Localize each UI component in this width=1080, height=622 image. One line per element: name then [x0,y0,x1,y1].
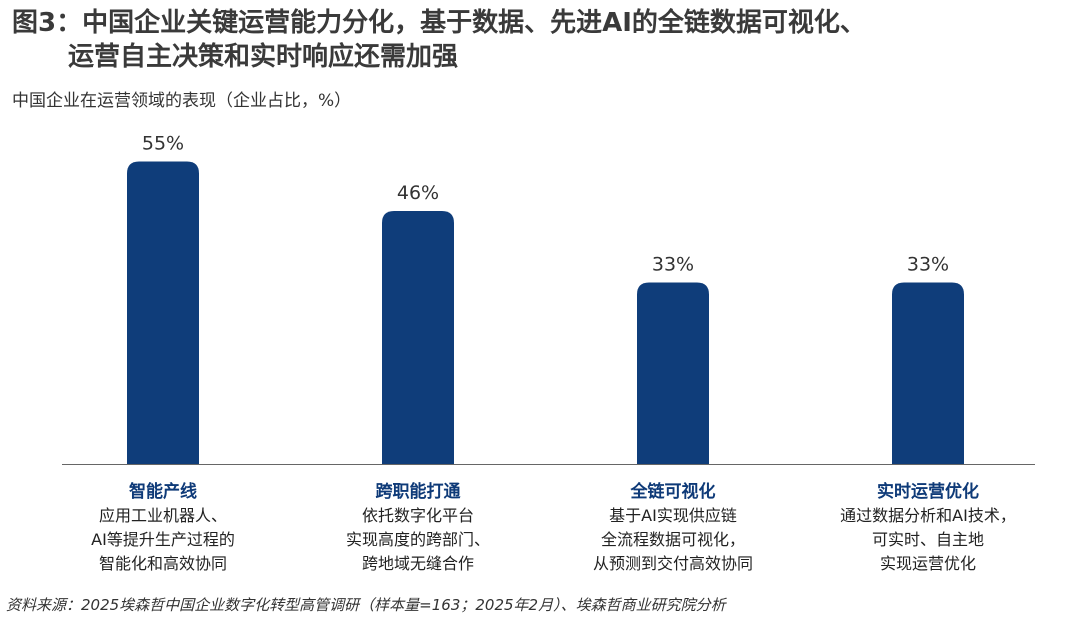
category-description-line: 智能化和高效协同 [98,554,227,573]
bar-1 [127,161,199,464]
category-block-3: 全链可视化 基于AI实现供应链 全流程数据可视化， 从预测到交付高效协同 [548,480,798,576]
bar-4 [892,282,964,464]
category-title: 全链可视化 [630,482,716,502]
chart-title-line1: 图3：中国企业关键运营能力分化，基于数据、先进AI的全链数据可视化、 [12,8,866,38]
category-description: 基于AI实现供应链 全流程数据可视化， 从预测到交付高效协同 [548,504,798,576]
value-label-1: 55% [142,133,184,155]
category-description-line: 跨地域无缝合作 [361,554,474,573]
category-description-line: 从预测到交付高效协同 [592,554,753,573]
category-description-line: 通过数据分析和AI技术， [840,506,1016,525]
category-description: 通过数据分析和AI技术， 可实时、自主地 实现运营优化 [803,504,1053,576]
chart-title: 图3：中国企业关键运营能力分化，基于数据、先进AI的全链数据可视化、 运营自主决… [12,6,866,74]
category-description-line: 全流程数据可视化， [600,530,745,549]
category-title: 实时运营优化 [877,482,979,502]
value-label-2: 46% [397,182,439,204]
value-label-3: 33% [652,254,694,276]
category-description-line: 实现高度的跨部门、 [345,530,490,549]
value-label-4: 33% [907,254,949,276]
category-block-2: 跨职能打通 依托数字化平台 实现高度的跨部门、 跨地域无缝合作 [293,480,543,576]
category-title: 跨职能打通 [375,482,461,502]
category-description: 依托数字化平台 实现高度的跨部门、 跨地域无缝合作 [293,504,543,576]
category-description-line: AI等提升生产过程的 [91,530,235,549]
bar-2 [382,211,454,464]
category-title: 智能产线 [129,482,197,502]
bar-3 [637,282,709,464]
category-description-line: 实现运营优化 [879,554,976,573]
category-description-line: 基于AI实现供应链 [609,506,737,525]
category-description: 应用工业机器人、 AI等提升生产过程的 智能化和高效协同 [38,504,288,576]
category-description-line: 依托数字化平台 [361,506,474,525]
chart-title-line2: 运营自主决策和实时响应还需加强 [68,42,459,72]
category-block-4: 实时运营优化 通过数据分析和AI技术， 可实时、自主地 实现运营优化 [803,480,1053,576]
source-note: 资料来源：2025埃森哲中国企业数字化转型高管调研（样本量=163；2025年2… [6,596,726,614]
bar-chart: 55% 46% 33% 33% [62,133,1035,465]
category-block-1: 智能产线 应用工业机器人、 AI等提升生产过程的 智能化和高效协同 [38,480,288,576]
category-description-line: 应用工业机器人、 [98,506,227,525]
category-description-line: 可实时、自主地 [871,530,984,549]
chart-subtitle: 中国企业在运营领域的表现（企业占比，%） [12,91,352,111]
